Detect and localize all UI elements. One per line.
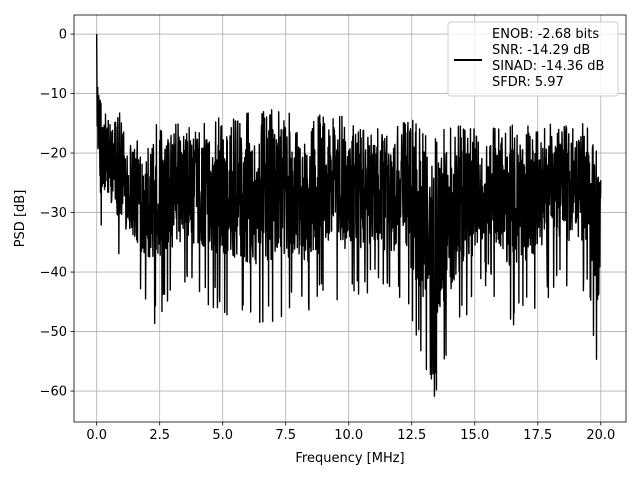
legend-snr: SNR: -14.29 dB [492, 43, 590, 58]
legend-box [447, 21, 619, 97]
x-tick-label: 5.0 [212, 428, 233, 443]
y-tick-label: −30 [40, 206, 67, 221]
y-tick-label: −10 [40, 87, 67, 102]
psd-series-line [95, 34, 602, 397]
y-tick-label: −60 [40, 385, 67, 400]
x-tick-label: 10.0 [334, 428, 363, 443]
legend-enob: ENOB: -2.68 bits [492, 27, 599, 42]
legend-sfdr: SFDR: 5.97 [492, 75, 564, 90]
x-tick-label: 17.5 [523, 428, 552, 443]
y-tick-label: 0 [59, 28, 67, 43]
x-tick-label: 7.5 [275, 428, 296, 443]
x-tick-label: 12.5 [397, 428, 426, 443]
ticks: 0.0 2.5 5.0 7.5 10.0 12.5 15.0 17.5 20.0 0 −10 −20 −… [40, 28, 616, 443]
y-axis-title: PSD [dB] [13, 190, 28, 248]
data-area [95, 34, 602, 397]
x-tick-label: 0.0 [86, 428, 107, 443]
x-tick-label: 20.0 [586, 428, 615, 443]
axes-frame [73, 14, 627, 423]
y-tick-label: −20 [40, 147, 67, 162]
legend: ENOB: -2.68 bits SNR: -14.29 dB SINAD: -… [447, 21, 619, 97]
y-tick-label: −50 [40, 325, 67, 340]
y-tick-label: −40 [40, 266, 67, 281]
x-axis-title: Frequency [MHz] [295, 451, 404, 466]
x-tick-label: 15.0 [460, 428, 489, 443]
x-tick-label: 2.5 [149, 428, 170, 443]
legend-sinad: SINAD: -14.36 dB [492, 59, 604, 74]
